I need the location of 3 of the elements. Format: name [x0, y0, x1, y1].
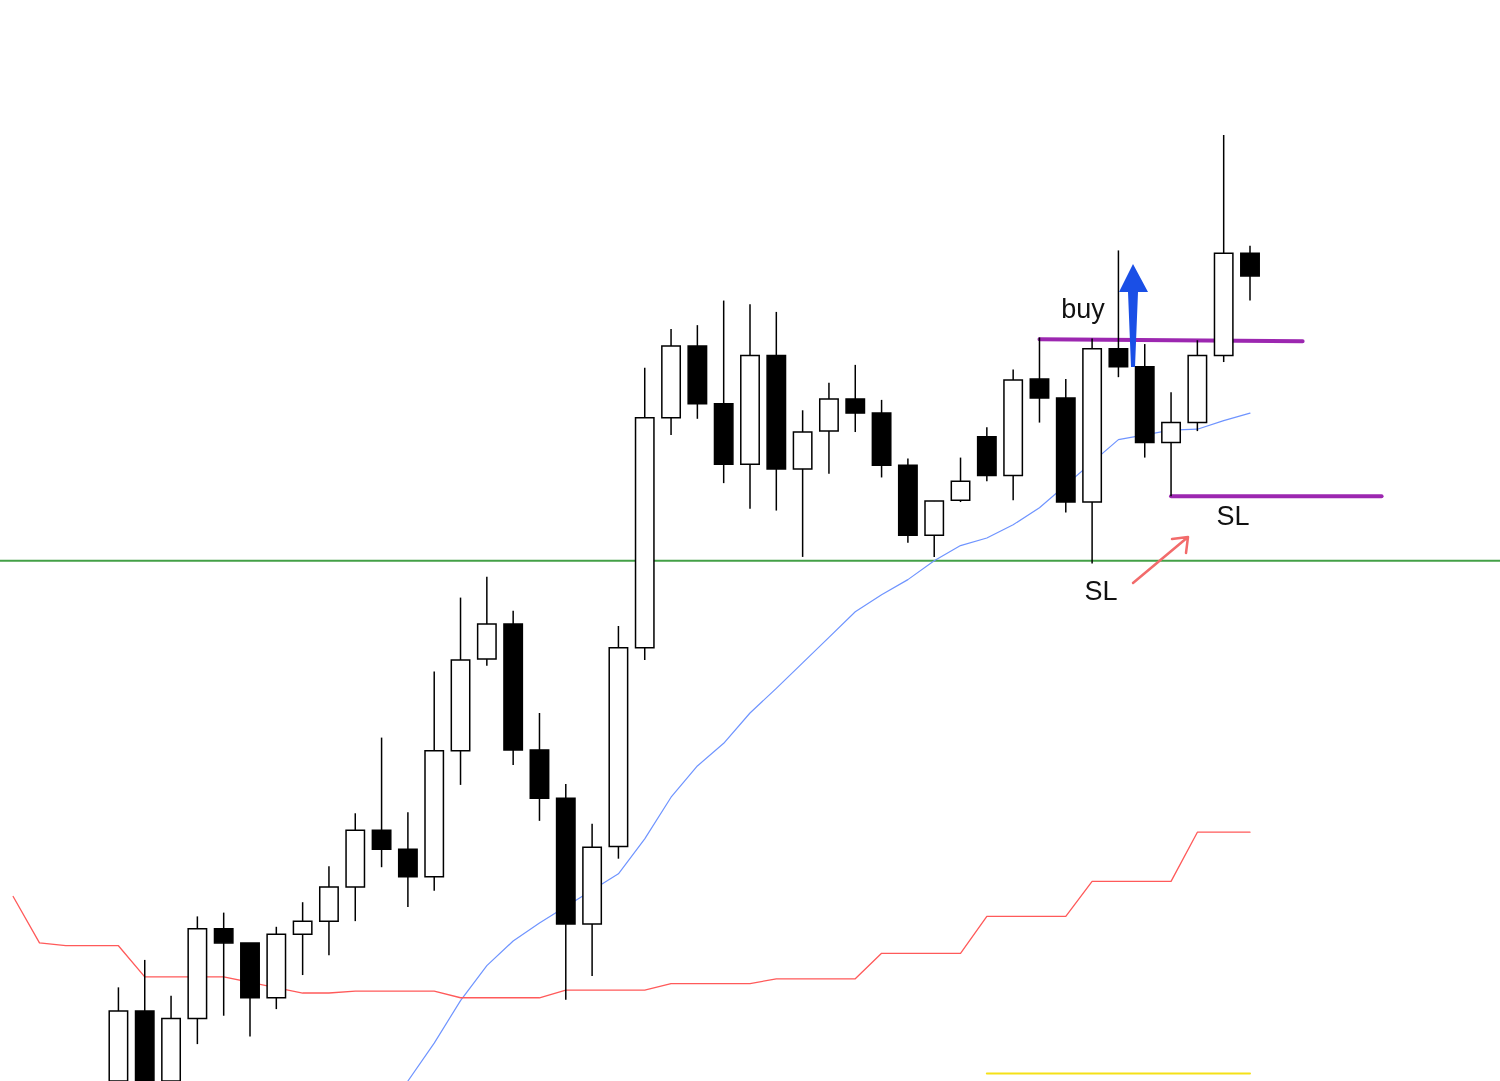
annotation: SL [1084, 576, 1118, 607]
annotation: buy [1061, 294, 1106, 325]
annotation: SL [1216, 501, 1250, 532]
